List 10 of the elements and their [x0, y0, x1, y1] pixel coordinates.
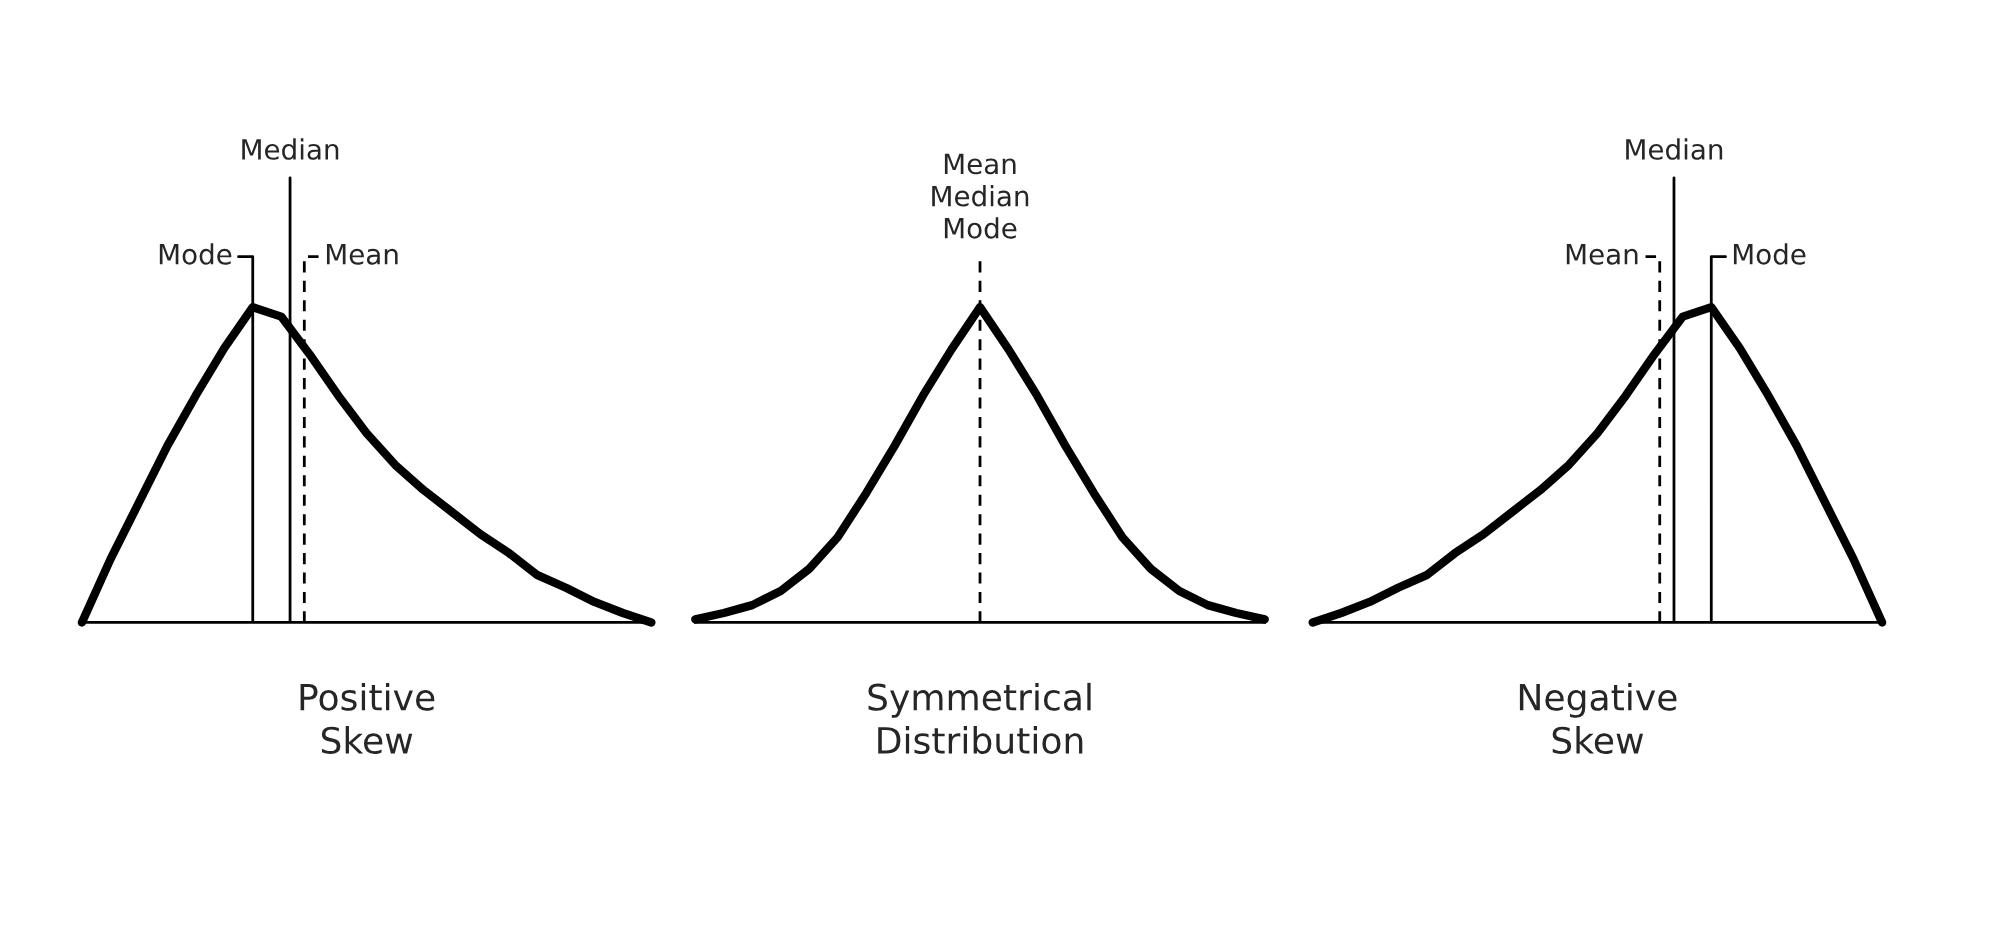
text: Median [242, 138, 339, 160]
text: Mean [326, 244, 398, 265]
text: Mean [1566, 244, 1638, 265]
text: Mode [159, 243, 232, 265]
x-axis-title: Negative Skew [1519, 682, 1677, 755]
text: Mean Median Mode [932, 153, 1029, 239]
text: Mode [1733, 243, 1806, 265]
text: Median [1626, 138, 1723, 160]
x-axis-title: Symmetrical Distribution [868, 682, 1091, 755]
x-axis-title: Positive Skew [300, 682, 435, 755]
